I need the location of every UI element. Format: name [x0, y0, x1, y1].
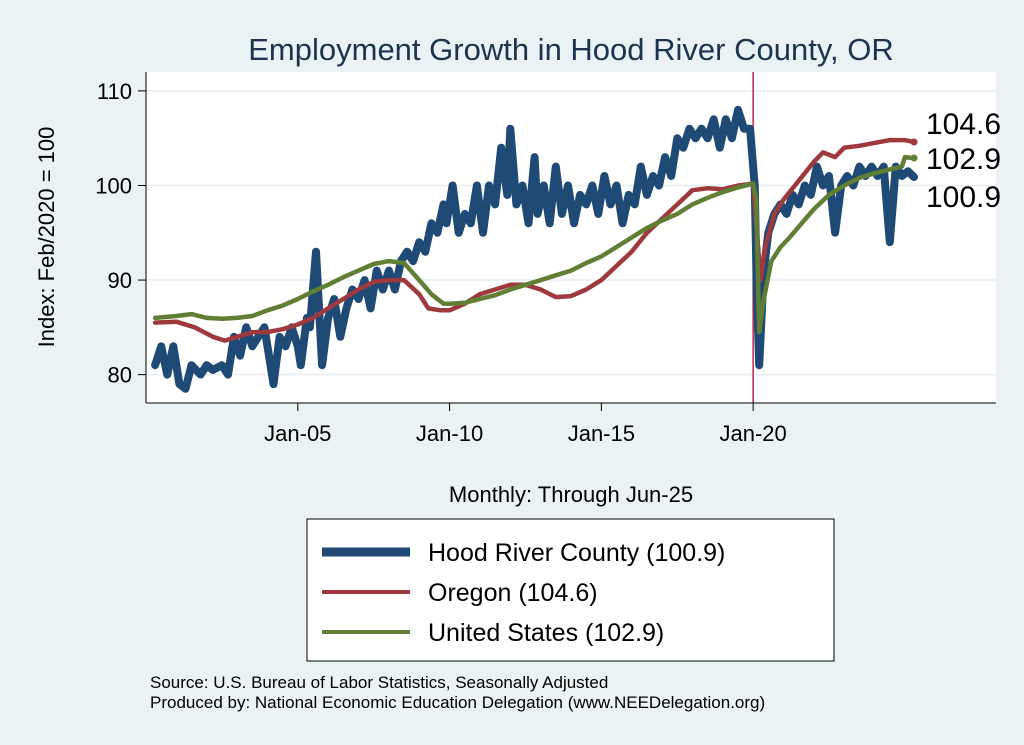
ytick-label-90: 90 — [108, 268, 132, 293]
end-label-united-states: 102.9 — [926, 143, 1001, 176]
xtick-label-jan-15: Jan-15 — [568, 421, 635, 446]
source-note: Source: U.S. Bureau of Labor Statistics,… — [150, 673, 609, 692]
series-line-united-states — [152, 154, 917, 335]
legend-label-oregon: Oregon (104.6) — [428, 579, 598, 607]
chart-title: Employment Growth in Hood River County, … — [248, 32, 894, 67]
end-label-hood-river: 100.9 — [926, 181, 1001, 214]
series-line-oregon — [152, 137, 917, 343]
axis-ticks: 80 90 100 110 Jan-05 Jan-10 Jan-15 Jan-20 — [95, 79, 787, 446]
series-end-marker-united-states — [910, 154, 918, 162]
ytick-label-110: 110 — [97, 79, 132, 104]
series-line-hood-river — [151, 105, 918, 393]
series-end-marker-hood-river — [910, 173, 918, 181]
ytick-label-80: 80 — [108, 363, 132, 388]
x-axis-label: Monthly: Through Jun-25 — [449, 482, 693, 507]
legend-label-hood-river: Hood River County (100.9) — [428, 539, 725, 567]
legend: Hood River County (100.9) Oregon (104.6)… — [306, 518, 835, 662]
xtick-label-jan-20: Jan-20 — [720, 421, 787, 446]
legend-label-united-states: United States (102.9) — [428, 619, 664, 647]
ytick-label-100: 100 — [95, 173, 132, 198]
y-axis-label: Index: Feb/2020 = 100 — [34, 127, 59, 348]
end-label-oregon: 104.6 — [926, 108, 1001, 141]
producer-note: Produced by: National Economic Education… — [150, 693, 766, 712]
xtick-label-jan-10: Jan-10 — [416, 421, 483, 446]
series-end-marker-oregon — [910, 138, 918, 146]
series-layer — [151, 105, 918, 393]
xtick-label-jan-05: Jan-05 — [264, 421, 331, 446]
